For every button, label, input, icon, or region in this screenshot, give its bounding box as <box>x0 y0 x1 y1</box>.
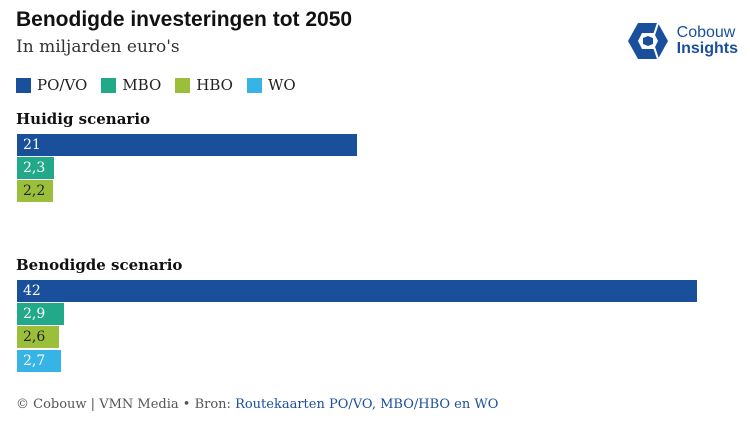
legend-swatch <box>175 77 191 93</box>
bar-wo: 2,7 <box>17 349 61 372</box>
bar-mbo: 2,9 <box>17 303 64 326</box>
group-title: Benodigde scenario <box>16 256 183 274</box>
bar-povo: 21 <box>17 134 357 156</box>
logo-line1: Cobouw <box>676 24 736 41</box>
chart-title: Benodigde investeringen tot 2050 <box>16 8 353 31</box>
bar-value-label: 42 <box>23 283 41 299</box>
legend-label: WO <box>267 76 296 94</box>
cube-icon <box>627 22 668 60</box>
bar-povo: 42 <box>17 280 697 302</box>
source-link[interactable]: Routekaarten PO/VO, MBO/HBO en WO <box>235 397 499 412</box>
bar-value-label: 2,3 <box>23 160 46 177</box>
bar-value-label: 21 <box>23 137 41 153</box>
group-title: Huidig scenario <box>16 110 151 128</box>
footer-credit: © Cobouw | VMN Media • Bron: <box>16 397 236 412</box>
legend-swatch <box>16 77 31 93</box>
legend-item-povo: PO/VO <box>16 76 87 94</box>
legend-swatch <box>101 77 117 93</box>
legend-item-hbo: HBO <box>175 76 233 94</box>
legend-label: HBO <box>196 76 233 94</box>
logo-line2: Insights <box>676 40 738 57</box>
legend-label: MBO <box>122 76 162 94</box>
footer: © Cobouw | VMN Media • Bron: Routekaarte… <box>16 397 498 412</box>
bar-value-label: 2,9 <box>23 306 46 323</box>
cobouw-insights-logo: Cobouw Insights <box>627 22 738 60</box>
bar-value-label: 2,7 <box>23 352 46 369</box>
legend-item-mbo: MBO <box>101 76 161 94</box>
bar-hbo: 2,6 <box>17 326 60 349</box>
legend-item-wo: WO <box>246 76 296 94</box>
bar-value-label: 2,2 <box>23 183 46 200</box>
chart-subtitle: In miljarden euro's <box>16 37 180 57</box>
bar-mbo: 2,3 <box>17 157 55 180</box>
bar-value-label: 2,6 <box>23 329 46 346</box>
legend-label: PO/VO <box>37 76 88 94</box>
legend-swatch <box>246 77 262 93</box>
bar-hbo: 2,2 <box>17 180 53 203</box>
legend: PO/VO MBO HBO WO <box>16 76 296 94</box>
